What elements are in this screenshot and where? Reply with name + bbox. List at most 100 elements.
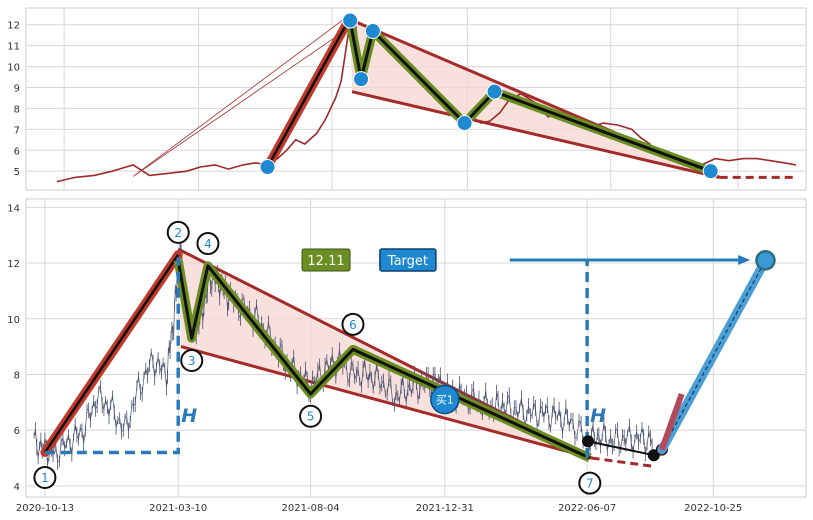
bottom-price-segment bbox=[592, 424, 595, 440]
bottom-price-segment bbox=[145, 368, 148, 376]
bottom-price-segment bbox=[312, 377, 315, 380]
bottom-zigzag-line bbox=[176, 260, 591, 460]
bottom-price-segment bbox=[409, 383, 412, 394]
bottom-price-segment bbox=[366, 375, 369, 382]
bottom-price-segment bbox=[374, 363, 377, 379]
bottom-xtick-label: 2022-10-25 bbox=[684, 503, 742, 514]
h-height-label: H bbox=[590, 405, 606, 427]
bottom-ytick-label: 12 bbox=[7, 259, 20, 270]
bottom-xtick-label: 2020-10-13 bbox=[16, 503, 74, 514]
bottom-price-segment bbox=[617, 430, 620, 450]
bottom-price-segment bbox=[36, 447, 39, 459]
bottom-price-segment bbox=[369, 371, 372, 378]
bottom-price-segment bbox=[528, 405, 531, 416]
bottom-price-segment bbox=[404, 393, 407, 403]
bottom-price-segment bbox=[354, 374, 357, 380]
pivot-label: 3 bbox=[188, 354, 196, 368]
bottom-price-segment bbox=[394, 391, 397, 405]
bottom-price-segment bbox=[636, 431, 639, 442]
bottom-price-segment bbox=[81, 430, 84, 444]
pivot-label-circle bbox=[299, 404, 323, 428]
bottom-price-segment bbox=[149, 351, 152, 366]
bottom-price-segment bbox=[166, 376, 168, 388]
bottom-ytick-label: 14 bbox=[7, 203, 20, 214]
bottom-xtick-label: 2021-12-31 bbox=[416, 503, 474, 514]
bottom-price-segment bbox=[122, 416, 126, 431]
bottom-price-segment bbox=[362, 360, 366, 369]
bottom-price-segment bbox=[540, 405, 543, 410]
top-pivot-marker bbox=[702, 163, 719, 180]
target-leg-start-segment bbox=[659, 392, 685, 451]
bottom-price-segment bbox=[349, 362, 352, 380]
buy-signal-marker bbox=[430, 384, 460, 415]
bottom-price-segment bbox=[174, 289, 176, 306]
bottom-price-segment bbox=[131, 403, 134, 406]
top-pivot-marker bbox=[364, 23, 381, 40]
bottom-price-segment bbox=[124, 416, 127, 418]
bottom-price-segment bbox=[379, 383, 383, 390]
bottom-price-segment bbox=[62, 437, 66, 449]
bottom-price-segment bbox=[639, 427, 643, 439]
bottom-price-segment bbox=[96, 388, 100, 407]
target-point-marker bbox=[755, 250, 776, 271]
bottom-price-segment bbox=[603, 422, 606, 435]
pivot-label: 2 bbox=[174, 226, 182, 240]
bottom-price-segment bbox=[553, 405, 557, 418]
bottom-price-segment bbox=[162, 362, 166, 369]
bottom-price-segment bbox=[150, 351, 154, 362]
bottom-price-segment bbox=[169, 337, 172, 351]
bottom-price-segment bbox=[134, 385, 138, 405]
bottom-price-segment bbox=[128, 421, 131, 431]
bottom-price-segment bbox=[115, 420, 119, 428]
top-pivot-marker bbox=[259, 158, 276, 175]
bottom-price-segment bbox=[35, 429, 38, 448]
target-label: Target bbox=[387, 254, 428, 269]
pivot-label-circle bbox=[180, 349, 204, 373]
bottom-price-segment bbox=[376, 363, 379, 375]
bottom-price-segment bbox=[643, 436, 646, 455]
bottom-price-segment bbox=[121, 429, 124, 432]
bottom-xtick-label: 2021-03-10 bbox=[149, 503, 207, 514]
pivot-label-circle bbox=[341, 312, 365, 336]
bottom-price-segment bbox=[324, 359, 328, 366]
bottom-price-segment bbox=[538, 405, 541, 423]
bottom-price-segment bbox=[359, 381, 362, 388]
bottom-price-segment bbox=[372, 378, 376, 390]
top-ytick-label: 8 bbox=[14, 104, 20, 115]
bottom-price-segment bbox=[388, 378, 392, 383]
bottom-price-segment bbox=[88, 410, 91, 421]
bottom-price-segment bbox=[167, 351, 169, 377]
bottom-price-segment bbox=[519, 397, 522, 409]
bottom-price-segment bbox=[355, 368, 359, 375]
bottom-price-segment bbox=[597, 433, 600, 436]
bottom-price-segment bbox=[405, 388, 409, 403]
top-ytick-label: 6 bbox=[14, 146, 20, 157]
bottom-price-segment bbox=[383, 380, 386, 395]
pivot-label-circle bbox=[578, 471, 602, 495]
bottom-price-segment bbox=[330, 354, 333, 366]
bottom-price-segment bbox=[503, 409, 507, 414]
top-pivot-marker bbox=[353, 71, 370, 88]
bottom-price-segment bbox=[326, 359, 329, 370]
top-ytick-label: 7 bbox=[14, 125, 20, 136]
bottom-price-segment bbox=[47, 457, 50, 465]
bottom-price-segment bbox=[350, 362, 354, 366]
bottom-price-segment bbox=[574, 436, 578, 439]
bottom-price-segment bbox=[86, 408, 89, 411]
bottom-price-segment bbox=[74, 424, 78, 435]
bottom-price-segment bbox=[159, 366, 162, 373]
bottom-price-segment bbox=[496, 392, 499, 399]
bottom-price-segment bbox=[560, 419, 563, 434]
bottom-price-segment bbox=[261, 323, 264, 328]
pivot-label: 7 bbox=[586, 477, 594, 491]
bottom-price-segment bbox=[101, 405, 105, 410]
bottom-price-segment bbox=[100, 386, 103, 406]
bottom-price-segment bbox=[173, 305, 175, 333]
bottom-price-segment bbox=[205, 294, 208, 298]
bottom-price-segment bbox=[143, 368, 147, 376]
bottom-price-segment bbox=[610, 436, 613, 447]
bottom-price-segment bbox=[572, 420, 576, 439]
bottom-price-segment bbox=[268, 321, 271, 331]
bottom-ytick-label: 10 bbox=[7, 315, 20, 326]
